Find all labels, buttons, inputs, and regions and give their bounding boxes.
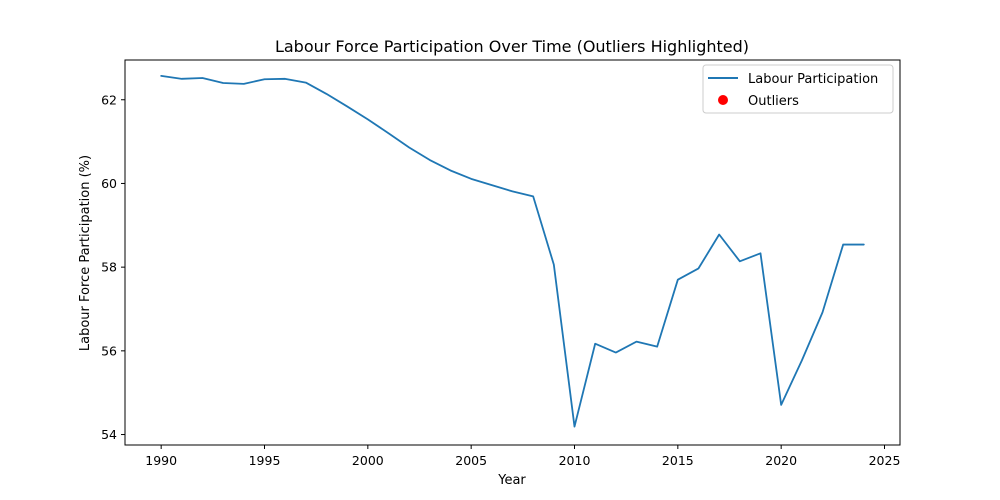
data-point: [407, 145, 412, 150]
data-point: [345, 104, 350, 109]
data-point: [365, 117, 370, 122]
data-point: [655, 344, 660, 349]
x-tick-label: 2005: [455, 453, 487, 468]
legend-label-outliers: Outliers: [748, 94, 799, 109]
data-point: [489, 183, 494, 188]
data-point: [634, 339, 639, 344]
data-point: [159, 73, 164, 78]
x-tick-label: 2015: [662, 453, 694, 468]
data-point: [283, 76, 288, 81]
data-point: [613, 350, 618, 355]
data-point: [324, 91, 329, 96]
x-tick-label: 2000: [352, 453, 384, 468]
data-point: [758, 251, 763, 256]
legend: Labour Participation Outliers: [702, 64, 894, 114]
x-tick-label: 2025: [869, 453, 901, 468]
data-point: [717, 232, 722, 237]
data-point: [675, 277, 680, 282]
legend-frame: [702, 64, 894, 114]
data-point: [593, 341, 598, 346]
data-point: [572, 424, 577, 429]
x-tick-label: 2010: [559, 453, 591, 468]
data-point: [386, 131, 391, 136]
x-tick-label: 1990: [145, 453, 177, 468]
data-point: [179, 76, 184, 81]
data-point: [737, 259, 742, 264]
data-point: [262, 77, 267, 82]
x-tick-label: 1995: [249, 453, 281, 468]
data-point: [861, 242, 866, 247]
data-point: [779, 402, 784, 407]
data-point: [799, 358, 804, 363]
legend-outlier-swatch: [718, 95, 728, 105]
y-tick-label: 56: [101, 343, 117, 358]
data-point: [820, 310, 825, 315]
series-line-labour-participation: [160, 75, 865, 428]
y-tick-label: 54: [101, 427, 117, 442]
plot-area: [124, 59, 901, 446]
data-point: [221, 81, 226, 86]
data-point: [469, 176, 474, 181]
data-point: [531, 194, 536, 199]
x-axis: 1990 1995 2000 2005 2010 2015 2020 2025: [145, 445, 900, 468]
legend-label-labour-participation: Labour Participation: [748, 72, 878, 87]
data-point: [200, 75, 205, 80]
data-point: [303, 80, 308, 85]
data-point: [427, 158, 432, 163]
y-tick-label: 62: [101, 92, 117, 107]
plot-frame: [124, 59, 901, 446]
chart-title: Labour Force Participation Over Time (Ou…: [275, 37, 749, 56]
data-point: [448, 168, 453, 173]
data-point: [696, 266, 701, 271]
y-axis-label: Labour Force Participation (%): [78, 155, 93, 351]
data-point: [241, 81, 246, 86]
y-tick-label: 60: [101, 176, 117, 191]
x-axis-label: Year: [497, 473, 526, 488]
data-point: [841, 242, 846, 247]
data-point: [510, 189, 515, 194]
x-tick-label: 2020: [765, 453, 797, 468]
y-tick-label: 58: [101, 260, 117, 275]
y-axis: 54 56 58 60 62: [101, 92, 125, 442]
data-point: [551, 262, 556, 267]
